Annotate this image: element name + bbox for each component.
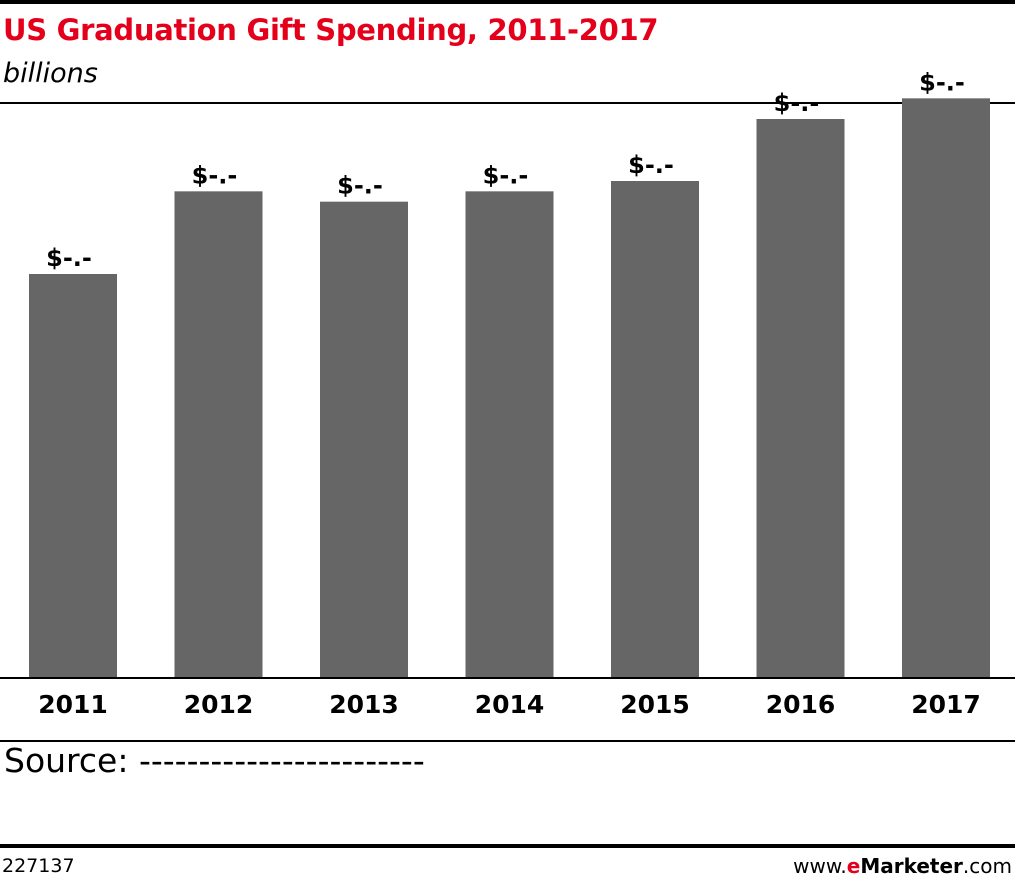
brand-name: Marketer	[860, 854, 963, 878]
value-label-2016: $-.-	[774, 89, 820, 117]
bar-2016	[756, 119, 845, 677]
plot-top-rule	[0, 102, 1015, 104]
emarketer-logo[interactable]: www.eMarketer.com	[793, 854, 1012, 878]
chart-title: US Graduation Gift Spending, 2011-2017	[3, 13, 659, 47]
bars-group	[29, 98, 990, 678]
category-label-2017: 2017	[911, 690, 981, 719]
category-label-2013: 2013	[329, 690, 399, 719]
value-labels-group: $-.- $-.- $-.- $-.- $-.- $-.- $-.-	[46, 68, 965, 272]
brand-e: e	[846, 854, 861, 878]
category-label-2012: 2012	[184, 690, 254, 719]
category-label-2011: 2011	[38, 690, 108, 719]
value-label-2013: $-.-	[337, 172, 383, 200]
value-label-2014: $-.-	[483, 161, 529, 189]
bar-2015	[611, 181, 699, 677]
bar-2014	[465, 191, 554, 678]
brand-suffix: .com	[962, 854, 1012, 878]
source-rule	[0, 740, 1015, 742]
bar-2012	[174, 191, 263, 678]
bar-2013	[320, 201, 408, 677]
source-note: Source: ------------------------	[4, 741, 425, 780]
value-label-2017: $-.-	[919, 68, 965, 96]
category-label-2015: 2015	[620, 690, 690, 719]
value-label-2015: $-.-	[628, 151, 674, 179]
footer-rule	[0, 844, 1015, 848]
top-rule	[0, 0, 1015, 4]
value-label-2012: $-.-	[192, 161, 238, 189]
bar-chart: $-.-$-.- $-.- $-.- $-.-$-.-$-.- 2011 2012 201…	[0, 68, 1015, 719]
category-label-2016: 2016	[766, 690, 836, 719]
bar-2011	[29, 274, 117, 677]
bar-2017	[902, 98, 990, 678]
chart-subtitle: billions	[3, 58, 98, 89]
chart-id: 227137	[2, 855, 75, 877]
category-label-2014: 2014	[475, 690, 545, 719]
category-labels-group: 2011 2012 2013 2014 2015 2016 2017	[38, 690, 981, 719]
brand-prefix: www.	[793, 854, 847, 878]
value-label-2011: $-.-	[46, 244, 92, 272]
